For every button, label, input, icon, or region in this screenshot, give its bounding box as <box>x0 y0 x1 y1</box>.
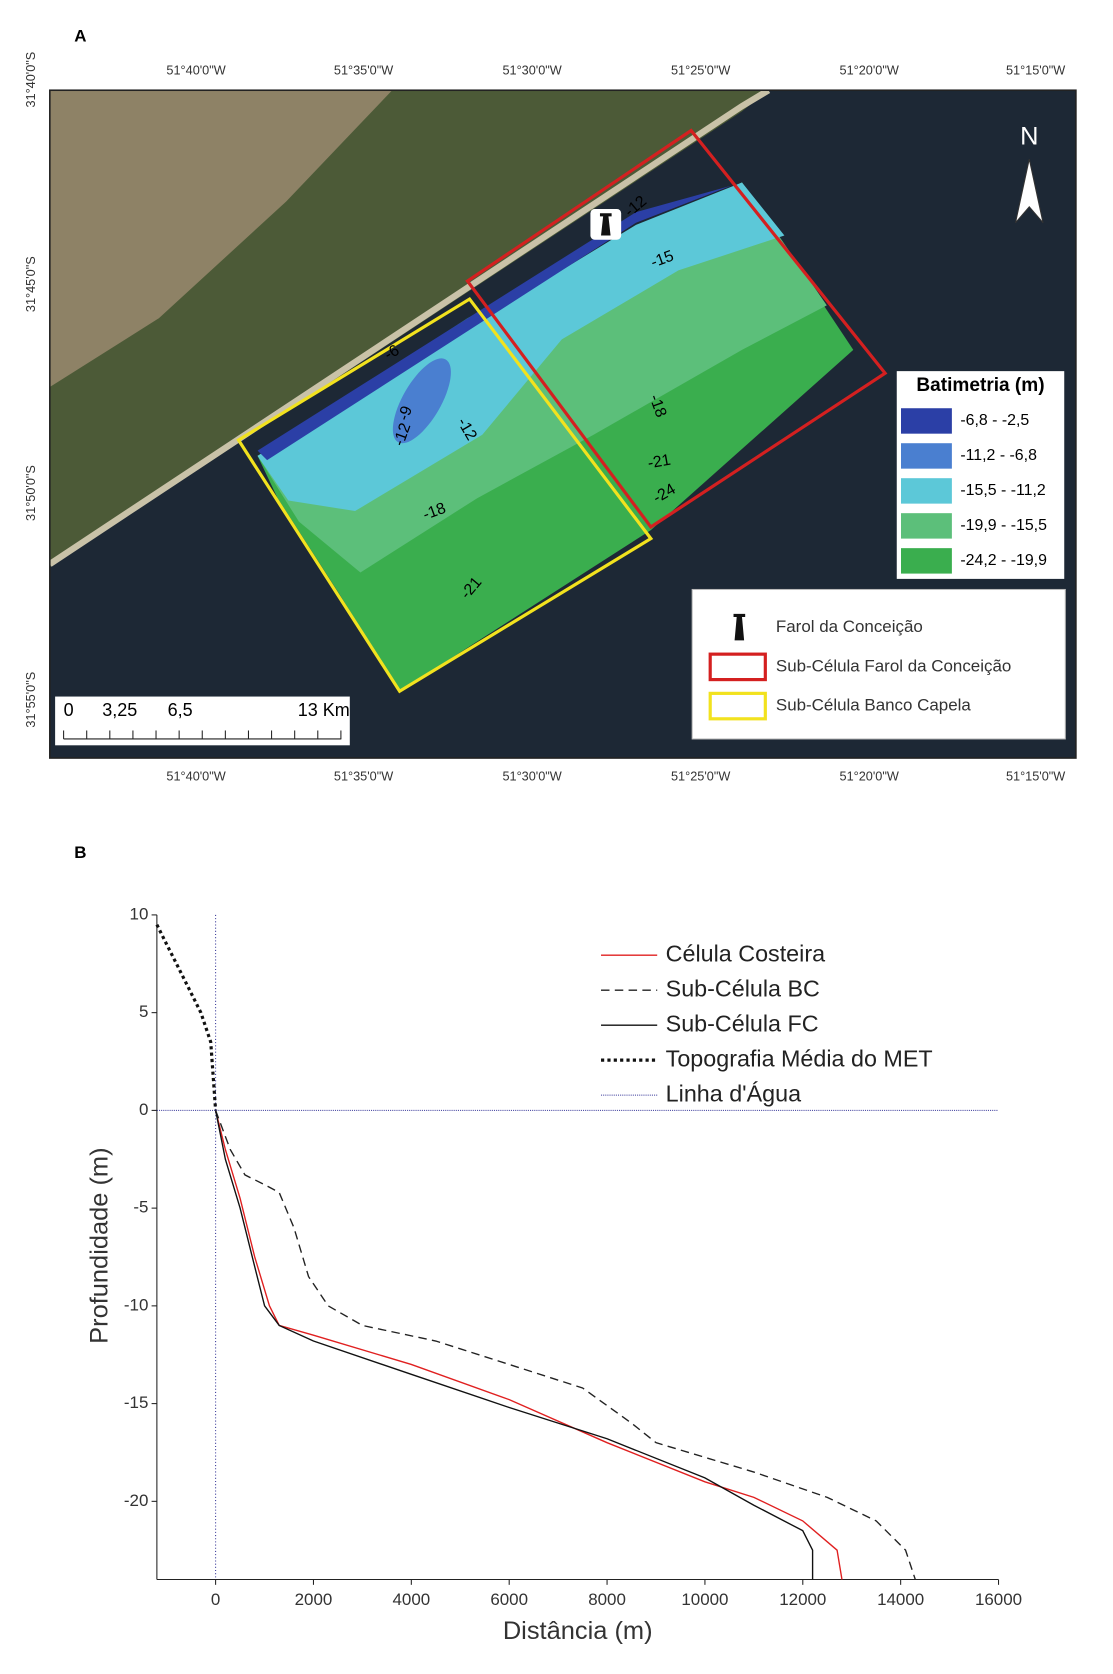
lon-label: 51°20'0"W <box>840 63 899 78</box>
series-line <box>155 923 218 1111</box>
north-arrow <box>1014 159 1044 224</box>
legend-label: Sub-Célula Banco Capela <box>776 696 971 715</box>
map-frame <box>49 89 1077 759</box>
lon-label: 51°40'0"W <box>166 768 225 783</box>
legend-label: Sub-Célula Farol da Conceição <box>776 656 1011 675</box>
lon-label: 51°30'0"W <box>502 63 561 78</box>
legend-swatch <box>708 652 767 682</box>
series-line <box>214 1110 916 1580</box>
lon-label: 51°40'0"W <box>166 63 225 78</box>
legend-label: Topografia Média do MET <box>666 1045 933 1071</box>
lat-label: 31°45'0"S <box>23 256 38 312</box>
contour-label: -18 <box>646 392 670 420</box>
x-tick-label: 14000 <box>877 1590 924 1609</box>
y-tick-label: -15 <box>124 1393 148 1412</box>
chart: 0 2000 4000 6000 8000 10000 12000 14000 16000 10 5… <box>124 904 1022 1609</box>
legend-label: Linha d'Água <box>666 1080 801 1106</box>
y-tick-label: 0 <box>139 1100 148 1119</box>
y-tick-label: 10 <box>130 904 149 923</box>
legend-label: Célula Costeira <box>666 940 825 966</box>
bathy-swatch <box>901 513 952 539</box>
map-legend <box>691 588 1066 740</box>
series-line <box>214 1110 814 1580</box>
panel-label: B <box>74 843 86 862</box>
bathy-class-label: -11,2 - -6,8 <box>960 447 1037 464</box>
legend-swatch <box>708 691 767 721</box>
bathy-class-label: -15,5 - -11,2 <box>960 482 1046 499</box>
bathy-swatch <box>901 478 952 504</box>
contour-label: -21 <box>646 452 672 473</box>
lon-label: 51°30'0"W <box>502 768 561 783</box>
bathy-class-label: -6,8 - -2,5 <box>960 412 1029 429</box>
lon-label: 51°15'0"W <box>1006 768 1065 783</box>
x-tick-label: 6000 <box>490 1590 528 1609</box>
lat-label: 31°55'0"S <box>23 672 38 728</box>
scale-label: 3,25 <box>102 700 137 720</box>
lat-label: 31°50'0"S <box>23 465 38 521</box>
x-tick-label: 10000 <box>681 1590 728 1609</box>
x-axis-label: Distância (m) <box>503 1617 653 1645</box>
lon-label: 51°20'0"W <box>840 768 899 783</box>
bathy-zone <box>257 185 732 461</box>
bathy-swatch <box>901 443 952 469</box>
bathy-class-label: -19,9 - -15,5 <box>960 517 1047 534</box>
lagoon <box>49 90 393 388</box>
lon-label: 51°35'0"W <box>334 768 393 783</box>
contour-label: -18 <box>421 500 449 524</box>
lon-label: 51°25'0"W <box>671 63 730 78</box>
bathy-legend-title: Batimetria (m) <box>916 375 1044 396</box>
scale-label: 13 Km <box>298 700 350 720</box>
bathymetry <box>257 182 854 692</box>
y-tick-label: -10 <box>124 1295 148 1314</box>
scale-label: 6,5 <box>168 700 193 720</box>
series-line <box>214 1110 843 1580</box>
lat-label: 31°40'0"S <box>23 52 38 108</box>
y-tick-label: 5 <box>139 1002 148 1021</box>
north-label: N <box>1020 123 1038 151</box>
legend-label: Farol da Conceição <box>776 617 923 636</box>
bathy-zone <box>392 358 451 444</box>
beach <box>49 90 771 567</box>
lon-label: 51°25'0"W <box>671 768 730 783</box>
contour-label: -15 <box>649 248 677 272</box>
contour-label: -12 <box>391 421 415 449</box>
lon-label: 51°15'0"W <box>1006 63 1065 78</box>
lighthouse-glyph <box>599 213 612 236</box>
bathy-zone <box>257 182 785 512</box>
y-tick-label: -5 <box>133 1198 148 1217</box>
bathy-swatch <box>901 548 952 574</box>
map-annotations: 51°40'0"W 51°35'0"W 51°30'0"W 51°25'0"W 51°2… <box>23 52 1065 784</box>
legend-icon <box>733 613 746 641</box>
bathy-class-label: -24,2 - -19,9 <box>960 552 1047 569</box>
lon-label: 51°35'0"W <box>334 63 393 78</box>
scale-label: 0 <box>64 700 74 720</box>
bathy-legend <box>896 371 1065 579</box>
x-tick-label: 0 <box>211 1590 220 1609</box>
x-tick-label: 4000 <box>392 1590 430 1609</box>
x-tick-label: 16000 <box>975 1590 1022 1609</box>
yellow-cell <box>236 296 654 694</box>
y-tick-label: -20 <box>124 1491 148 1510</box>
x-tick-label: 8000 <box>588 1590 626 1609</box>
legend-label: Sub-Célula BC <box>666 975 820 1001</box>
red-cell <box>465 128 888 530</box>
x-tick-label: 12000 <box>779 1590 826 1609</box>
contour-label: -9 <box>395 404 416 423</box>
y-axis-label: Profundidade (m) <box>85 1147 113 1343</box>
x-tick-label: 2000 <box>295 1590 333 1609</box>
legend-label: Sub-Célula FC <box>666 1010 819 1036</box>
bathy-swatch <box>901 408 952 434</box>
panel-label: A <box>74 27 86 46</box>
